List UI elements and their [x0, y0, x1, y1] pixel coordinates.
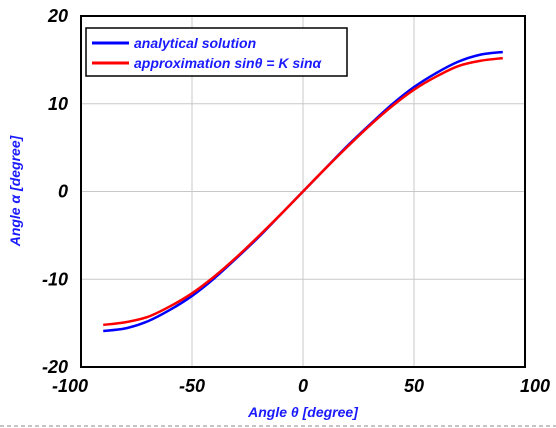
- plot-frame: [80, 15, 526, 368]
- x-tick-label: 50: [404, 376, 424, 396]
- y-tick-label: 20: [47, 6, 68, 26]
- y-axis-label: Angle α [degree]: [7, 134, 23, 247]
- y-tick-label: -20: [42, 357, 68, 377]
- legend-box: [85, 27, 348, 77]
- x-tick-label: -100: [52, 376, 88, 396]
- y-tick-label: 10: [48, 94, 68, 114]
- x-tick-label: -50: [179, 376, 205, 396]
- y-tick-label: 0: [58, 182, 68, 202]
- y-tick-label: -10: [42, 269, 68, 289]
- legend-label-approximation: approximation sinθ = K sinα: [134, 55, 323, 71]
- series-line-approximation-sin-k-sin: [103, 56, 503, 327]
- y-tick-labels: -20 -10 0 10 20: [42, 6, 68, 377]
- legend-label-analytical: analytical solution: [134, 35, 256, 51]
- x-axis-label: Angle θ [degree]: [247, 404, 359, 420]
- x-tick-label: 100: [520, 376, 550, 396]
- legend: analytical solution approximation sinθ =…: [85, 27, 348, 77]
- series-layer: [103, 50, 503, 333]
- x-tick-label: 0: [298, 376, 308, 396]
- x-tick-labels: -100 -50 0 50 100: [52, 376, 550, 396]
